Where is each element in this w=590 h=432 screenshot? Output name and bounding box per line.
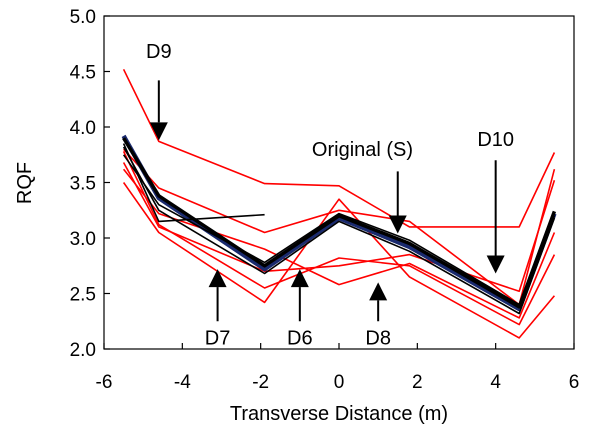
annotation-label: D9 xyxy=(146,41,172,63)
y-tick-label: 4.0 xyxy=(70,118,96,139)
x-tick-label: -2 xyxy=(252,372,269,393)
series-line-7 xyxy=(122,182,556,339)
x-tick-label: -4 xyxy=(174,372,191,393)
series-line-9 xyxy=(122,168,556,319)
y-axis-ticks: 2.0 2.5 3.0 3.5 4.0 4.5 5.0 xyxy=(70,7,110,361)
x-axis-title: Transverse Distance (m) xyxy=(230,403,448,425)
series-line-4 xyxy=(122,146,556,315)
annotation-arrow-head xyxy=(149,122,168,141)
annotation-arrow-head xyxy=(290,269,309,288)
y-tick-label: 2.5 xyxy=(70,285,96,306)
series-line-3 xyxy=(122,154,556,306)
annotation-label: D7 xyxy=(205,328,231,350)
x-tick-label: 2 xyxy=(412,372,423,393)
annotation-arrow-head xyxy=(388,215,407,234)
series-line-6 xyxy=(122,68,556,228)
y-axis-title: RQF xyxy=(14,162,36,204)
x-tick-label: 6 xyxy=(569,372,580,393)
annotation-arrow-head xyxy=(369,282,388,301)
annotation-layer: D9 Original (S) D10 D7 D6 D8 xyxy=(146,41,514,349)
series-line-1 xyxy=(121,134,557,312)
y-tick-label: 3.5 xyxy=(70,174,96,195)
x-tick-label: -6 xyxy=(96,372,113,393)
annotation-label: Original (S) xyxy=(312,139,413,161)
annotation-label: D10 xyxy=(477,129,514,151)
annotation-arrow-head xyxy=(486,255,505,274)
series-line-8 xyxy=(122,151,556,326)
series-line-10 xyxy=(122,162,556,293)
y-tick-label: 3.0 xyxy=(70,229,96,250)
annotation-label: D6 xyxy=(287,328,313,350)
series-line-2 xyxy=(122,137,557,309)
series-line-5 xyxy=(122,143,265,223)
y-tick-label: 4.5 xyxy=(70,63,96,84)
annotation-label: D8 xyxy=(365,328,391,350)
y-tick-label: 5.0 xyxy=(70,7,96,28)
x-axis-ticks: -6 -4 -2 0 2 4 6 xyxy=(96,343,580,393)
y-tick-label: 2.0 xyxy=(70,340,96,361)
annotation-arrow-head xyxy=(208,269,227,288)
x-tick-label: 0 xyxy=(334,372,345,393)
x-tick-label: 4 xyxy=(490,372,501,393)
series-layer xyxy=(121,68,557,339)
